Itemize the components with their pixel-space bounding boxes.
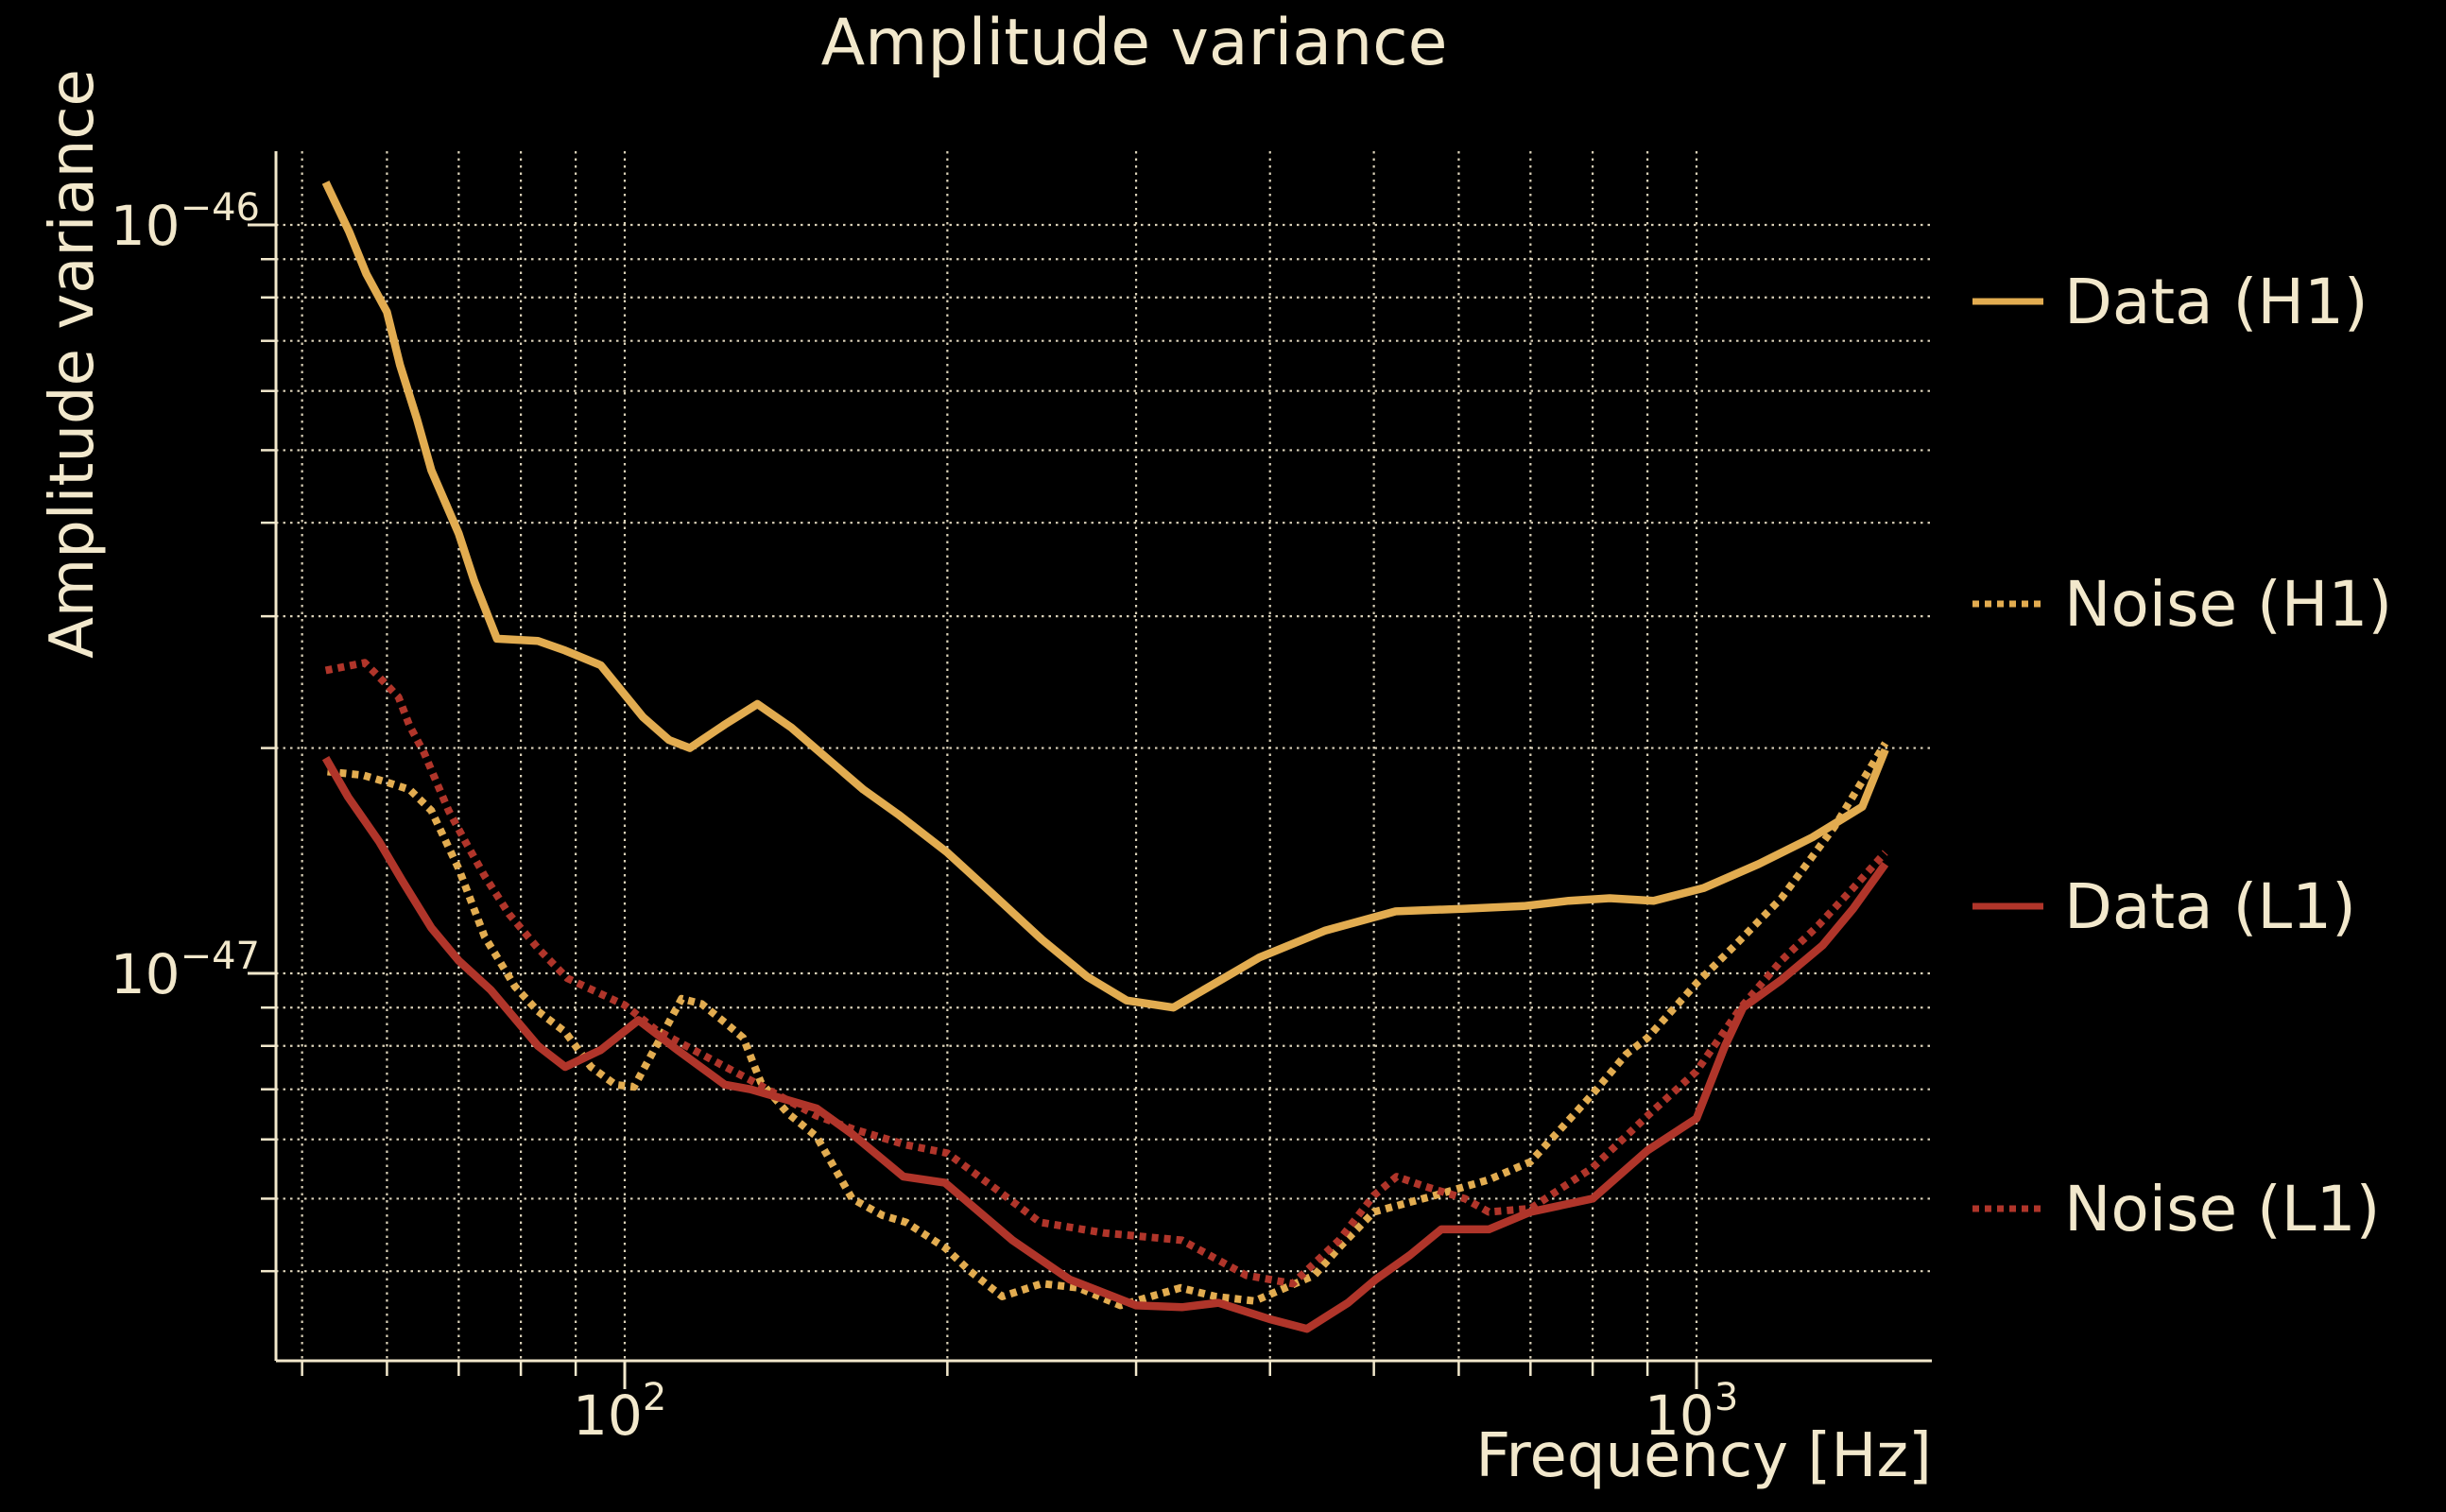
series-noise-h1- (327, 741, 1889, 1310)
legend-label-4: Noise (L1) (2064, 1173, 2380, 1246)
series-data-h1- (321, 180, 1889, 1012)
x-axis-label: Frequency [Hz] (1475, 1421, 1932, 1491)
series-noise-l1- (324, 659, 1888, 1288)
y-tick-label: 10−46 (111, 186, 260, 258)
series-data-l1- (321, 755, 1889, 1333)
grid-lines (276, 151, 1932, 1361)
chart-title: Amplitude variance (821, 6, 1448, 80)
y-axis-label: Amplitude variance (38, 69, 108, 659)
legend-label-3: Data (L1) (2064, 870, 2356, 943)
data-series (321, 180, 1889, 1333)
legend: Data (H1) Noise (H1) Data (L1) Noise (L1) (1972, 266, 2392, 1246)
legend-label-2: Noise (H1) (2064, 568, 2392, 641)
legend-label-1: Data (H1) (2064, 266, 2368, 338)
y-tick-label: 10−47 (111, 935, 260, 1006)
axis-ticks (248, 223, 1698, 1389)
tick-labels: 102 103 10−46 10−47 (111, 186, 1739, 1448)
x-tick-label: 103 (1645, 1376, 1738, 1448)
x-tick-label: 102 (573, 1376, 666, 1448)
